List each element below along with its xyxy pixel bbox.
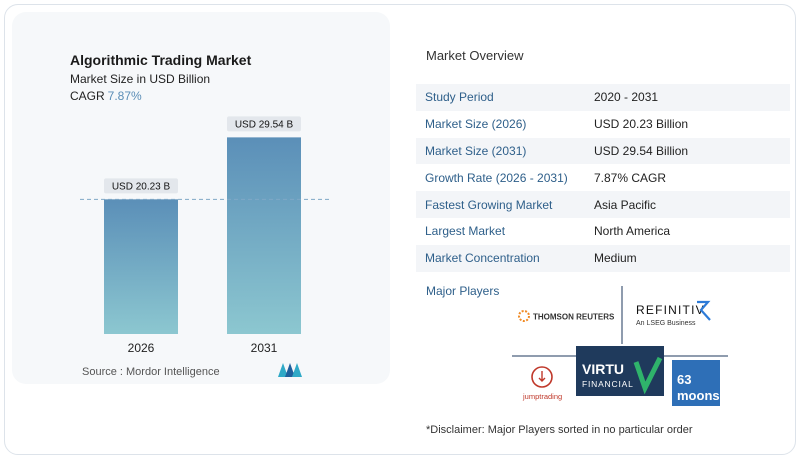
chart-subtitle: Market Size in USD Billion (70, 72, 211, 86)
overview-row-key: Study Period (416, 84, 586, 111)
cagr-value: 7.87% (107, 89, 142, 103)
overview-row: Market Size (2031) USD 29.54 Billion (416, 137, 790, 165)
overview-row-key: Largest Market (425, 224, 506, 239)
overview-row-value: 2020 - 2031 (586, 84, 790, 111)
overview-row: Market Concentration Medium (416, 244, 790, 272)
overview-row-key: Market Size (2026) (425, 117, 527, 132)
data-label-2031: USD 29.54 B (235, 119, 294, 130)
data-label-background (104, 178, 178, 194)
cagr-label: CAGR (70, 89, 105, 103)
overview-table: Study Period 2020 - 2031 Market Size (2026… (416, 84, 790, 272)
bar-chart: USD 20.23 B 2026 USD 29.54 B 2031 (80, 116, 330, 355)
overview-row-value: USD 20.23 Billion (594, 117, 689, 132)
data-label-2026: USD 20.23 B (112, 181, 171, 192)
overview-row-key: Fastest Growing Market (416, 191, 586, 218)
cagr-line: CAGR 7.87% (70, 89, 142, 103)
major-players-label: Major Players (426, 284, 500, 298)
data-label-background (227, 116, 301, 132)
bar-2026 (104, 199, 178, 334)
source-text: Source : Mordor Intelligence (82, 366, 220, 378)
overview-row-key: Growth Rate (2026 - 2031) (425, 170, 568, 185)
overview-row-value: Asia Pacific (586, 191, 790, 218)
bar-2031 (227, 137, 301, 334)
overview-row-value: 7.87% CAGR (594, 170, 667, 185)
overview-row: Growth Rate (2026 - 2031) 7.87% CAGR (416, 164, 790, 191)
chart-card (12, 12, 390, 384)
x-tick-label-2031: 2031 (251, 341, 278, 355)
overview-row: Largest Market North America (416, 218, 790, 245)
x-tick-label-2026: 2026 (128, 341, 155, 355)
chart-title: Algorithmic Trading Market (70, 52, 252, 68)
overview-row: Market Size (2026) USD 20.23 Billion (416, 111, 790, 138)
overview-row-value: Medium (586, 244, 790, 272)
overview-row-value: USD 29.54 Billion (586, 137, 790, 165)
overview-row: Study Period 2020 - 2031 (416, 84, 790, 111)
disclaimer: *Disclaimer: Major Players sorted in no … (426, 424, 693, 436)
mordor-intelligence-logo-icon (278, 363, 302, 377)
overview-row-value: North America (594, 224, 671, 239)
overview-row-key: Market Concentration (416, 244, 586, 272)
overview-row: Fastest Growing Market Asia Pacific (416, 191, 790, 218)
overview-row-key: Market Size (2031) (416, 137, 586, 165)
overview-title: Market Overview (426, 48, 524, 63)
